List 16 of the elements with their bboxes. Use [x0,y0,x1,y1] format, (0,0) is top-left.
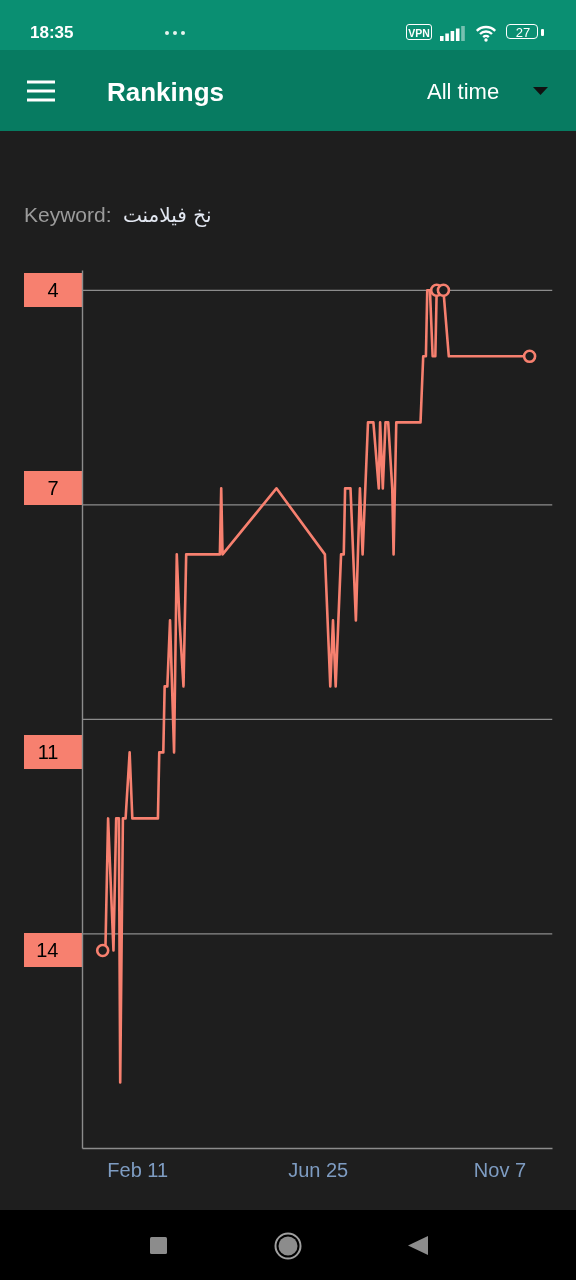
chart-title: Rankings [107,77,225,107]
point [522,349,537,364]
text: All time [427,78,500,106]
x-tick-label: Feb 11 [107,1158,169,1181]
text: VPN [406,24,432,40]
text: 18:35 [30,22,74,44]
x-tick-label: Nov 7 [473,1158,527,1181]
y-tick-label: 4 [47,279,59,302]
y-tick-label: 14 [36,939,59,962]
point [95,943,110,958]
x-tick-label: Jun 25 [288,1158,349,1181]
y-tick-label: 11 [37,741,59,764]
point [436,283,451,298]
y-tick-label: 7 [47,477,59,500]
text: Keyword: [24,203,112,226]
text: نخ فیلامنت [122,203,212,227]
